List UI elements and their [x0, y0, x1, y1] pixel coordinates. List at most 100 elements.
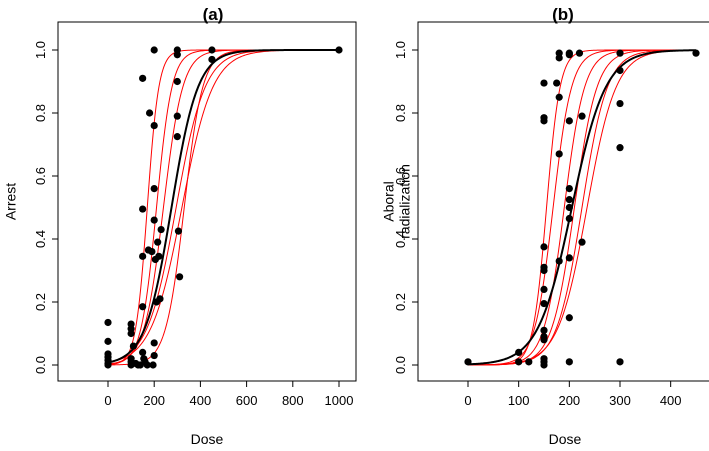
- data-point: [540, 336, 548, 344]
- data-point: [208, 46, 216, 54]
- x-tick-label: 200: [143, 393, 165, 408]
- data-point: [565, 203, 573, 212]
- panel-a: (a) 0 200 400 600 800 1000 0.0 0.2 0.4 0.6 0.8 1.0 Do…: [3, 5, 357, 447]
- data-point: [565, 314, 573, 322]
- fitted-curve: [467, 49, 697, 366]
- data-point: [540, 117, 548, 125]
- data-point: [565, 358, 573, 366]
- data-point: [173, 112, 181, 120]
- data-point: [155, 252, 163, 260]
- data-point: [540, 299, 548, 308]
- x-tick-label: 0: [464, 393, 471, 408]
- y-tick-label: 1.0: [33, 41, 48, 59]
- x-tick-label: 1000: [325, 393, 354, 408]
- y-tick-label: 0.8: [393, 104, 408, 122]
- data-point: [540, 243, 548, 251]
- data-point: [139, 205, 147, 213]
- y-axis-label: radialization: [397, 164, 413, 239]
- data-point: [540, 285, 548, 293]
- x-axis-label: Dose: [549, 431, 582, 447]
- x-tick-label: 200: [558, 393, 580, 408]
- data-point: [540, 266, 548, 275]
- x-tick-label: 0: [104, 393, 111, 408]
- panel-b: (b) 0 100 200 300 400 0.0 0.2 0.4 0.6 0.8 1.0 Dose Ab…: [381, 5, 709, 447]
- data-point: [104, 337, 112, 345]
- y-tick-label: 0.4: [33, 230, 48, 248]
- data-point: [150, 216, 158, 224]
- data-point: [139, 303, 147, 311]
- data-point: [565, 185, 573, 193]
- data-point: [127, 329, 135, 338]
- data-point: [555, 54, 563, 62]
- data-point: [565, 254, 573, 262]
- data-point: [104, 318, 112, 327]
- data-point: [148, 248, 156, 256]
- data-point: [173, 133, 181, 141]
- data-point: [208, 55, 216, 64]
- y-tick-label: 0.6: [33, 167, 48, 185]
- data-point: [565, 196, 573, 204]
- data-point: [555, 93, 563, 101]
- data-point: [156, 295, 164, 303]
- data-point: [616, 99, 624, 108]
- data-point: [143, 361, 151, 369]
- data-point: [173, 51, 181, 59]
- data-point: [515, 358, 523, 366]
- y-tick-label: 0.0: [33, 356, 48, 374]
- data-point: [150, 122, 158, 130]
- y-tick-label: 0.6: [393, 167, 408, 185]
- data-point: [174, 227, 183, 235]
- y-tick-label: 0.4: [393, 230, 408, 248]
- x-tick-label: 400: [660, 393, 682, 408]
- data-point: [139, 252, 147, 260]
- data-point: [540, 361, 548, 369]
- data-point: [565, 51, 573, 59]
- data-point: [173, 77, 181, 86]
- data-point: [139, 348, 147, 356]
- data-point: [154, 238, 162, 246]
- plot-frame: [417, 21, 709, 382]
- data-point: [335, 46, 343, 54]
- x-tick-label: 400: [190, 393, 212, 408]
- y-tick-label: 0.2: [393, 293, 408, 311]
- plot-frame: [57, 21, 357, 382]
- data-point: [150, 46, 158, 54]
- data-point: [555, 150, 563, 158]
- y-tick-label: 1.0: [393, 41, 408, 59]
- x-tick-label: 100: [508, 393, 530, 408]
- data-point: [578, 238, 586, 246]
- x-tick-label: 300: [609, 393, 631, 408]
- y-tick-label: 0.2: [33, 293, 48, 311]
- y-tick-label: 0.8: [33, 104, 48, 122]
- data-point: [176, 273, 184, 281]
- data-point: [150, 185, 158, 193]
- data-point: [129, 342, 138, 350]
- x-tick-label: 600: [236, 393, 258, 408]
- y-axis-label: Arrest: [3, 183, 19, 220]
- data-point: [575, 49, 584, 57]
- chart-title: (b): [552, 5, 574, 24]
- data-point: [578, 112, 586, 120]
- data-point: [540, 326, 548, 334]
- data-point: [555, 257, 563, 265]
- y-tick-label: 0.0: [393, 356, 408, 374]
- data-point: [157, 225, 165, 234]
- data-point: [616, 358, 624, 366]
- data-point: [565, 117, 573, 125]
- x-tick-label: 800: [282, 393, 304, 408]
- data-point: [525, 358, 533, 366]
- x-axis-label: Dose: [191, 431, 224, 447]
- data-point: [553, 79, 561, 87]
- data-point: [150, 339, 158, 347]
- data-point: [104, 361, 112, 369]
- data-point: [149, 361, 157, 369]
- data-point: [145, 109, 154, 117]
- fitted-curve: [107, 49, 339, 364]
- data-point: [515, 348, 523, 356]
- data-point: [565, 214, 573, 223]
- data-point: [150, 351, 158, 360]
- data-point: [616, 49, 624, 57]
- data-point: [692, 49, 700, 57]
- data-point: [616, 66, 624, 75]
